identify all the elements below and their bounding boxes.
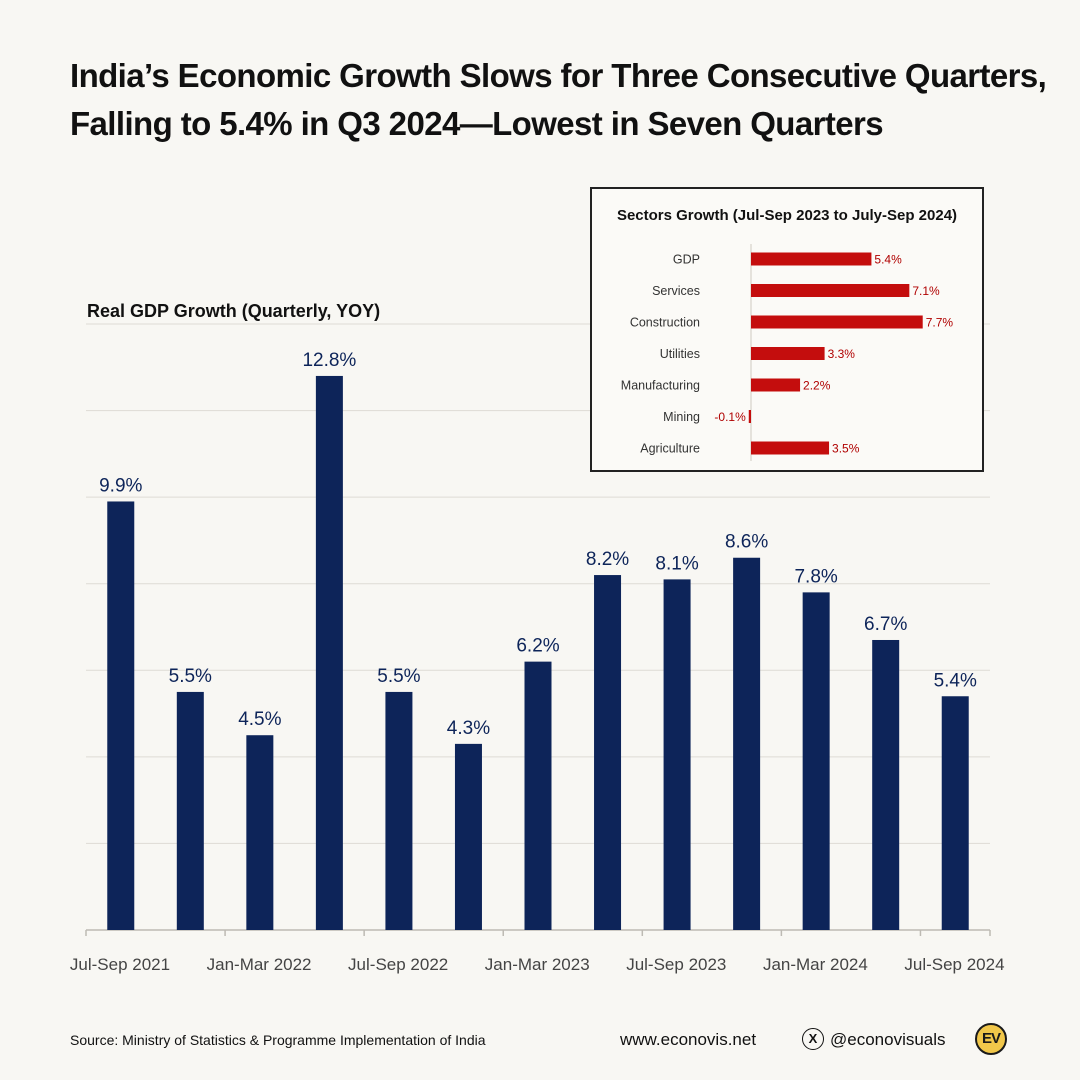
sectors-growth-inset: Sectors Growth (Jul-Sep 2023 to July-Sep… — [590, 187, 984, 472]
x-tick-label: Jan-Mar 2024 — [763, 955, 868, 974]
inset-category-label: Mining — [663, 410, 700, 424]
bar-jan-mar-2024 — [802, 592, 830, 930]
x-tick-label: Jul-Sep 2022 — [348, 955, 448, 974]
data-label: 6.2% — [516, 636, 559, 657]
source-note: Source: Ministry of Statistics & Program… — [70, 1032, 486, 1048]
econovis-logo-icon: EV — [975, 1023, 1007, 1055]
x-tick-label: Jul-Sep 2023 — [626, 955, 726, 974]
inset-bar-gdp — [751, 252, 872, 266]
inset-category-label: Utilities — [660, 347, 700, 361]
chart-subtitle: Real GDP Growth (Quarterly, YOY) — [87, 301, 380, 321]
inset-bar-construction — [751, 315, 923, 329]
data-label: 6.7% — [864, 614, 907, 635]
bar-apr-jun-2024 — [872, 639, 900, 930]
data-label: 8.1% — [655, 553, 698, 574]
data-label: 4.3% — [447, 718, 490, 739]
inset-bar-mining — [748, 410, 751, 423]
inset-title: Sectors Growth (Jul-Sep 2023 to July-Sep… — [616, 207, 958, 224]
website-link[interactable]: www.econovis.net — [620, 1030, 757, 1049]
bar-oct-dec-2023 — [733, 557, 761, 930]
x-tick-label: Jan-Mar 2023 — [485, 955, 590, 974]
social-handle[interactable]: @econovisuals — [830, 1030, 946, 1049]
sectors-growth-bar-chart: GDP 5.4% Services 7.1% Construction 7.7% Utili… — [621, 244, 954, 461]
bar-oct-dec-2021 — [176, 691, 204, 930]
inset-bar-agriculture — [751, 441, 830, 455]
data-label: 5.5% — [169, 666, 212, 687]
inset-category-label: GDP — [673, 253, 700, 267]
x-tick-label: Jul-Sep 2024 — [904, 955, 1004, 974]
x-tick-label: Jan-Mar 2022 — [207, 955, 312, 974]
data-label: 5.5% — [377, 666, 420, 687]
bar-apr-jun-2023 — [594, 575, 622, 930]
data-label: 4.5% — [238, 709, 281, 730]
chart-title-line-2: Falling to 5.4% in Q3 2024—Lowest in Sev… — [70, 105, 884, 142]
inset-category-label: Construction — [630, 316, 700, 330]
data-label: 9.9% — [99, 475, 142, 496]
bar-jul-sep-2024 — [941, 696, 969, 930]
data-label: 8.6% — [725, 532, 768, 553]
bar-jul-sep-2022 — [385, 691, 413, 930]
bar-jan-mar-2022 — [246, 735, 274, 930]
bar-jul-sep-2021 — [107, 501, 135, 930]
bar-jan-mar-2023 — [524, 661, 552, 930]
inset-category-label: Manufacturing — [621, 379, 700, 393]
x-logo-icon: X — [802, 1028, 824, 1050]
inset-bar-utilities — [751, 347, 825, 360]
chart-title-line-1: India’s Economic Growth Slows for Three … — [70, 57, 1047, 94]
inset-bar-manufacturing — [751, 378, 801, 392]
inset-data-label: 5.4% — [874, 253, 902, 267]
data-label: 12.8% — [302, 350, 356, 371]
inset-category-label: Services — [652, 284, 700, 298]
inset-data-label: 7.1% — [912, 284, 940, 298]
x-tick-label: Jul-Sep 2021 — [70, 955, 170, 974]
inset-bar-services — [751, 284, 910, 297]
data-label: 8.2% — [586, 549, 629, 570]
inset-data-label: 3.3% — [828, 347, 856, 361]
inset-data-label: 2.2% — [803, 379, 831, 393]
bar-oct-dec-2022 — [454, 743, 482, 930]
bar-apr-jun-2022 — [315, 375, 343, 930]
inset-data-label: 3.5% — [832, 442, 860, 456]
inset-category-label: Agriculture — [640, 442, 700, 456]
bar-jul-sep-2023 — [663, 579, 691, 930]
inset-data-label: -0.1% — [714, 410, 746, 424]
footer: Source: Ministry of Statistics & Program… — [70, 1023, 1010, 1055]
data-label: 5.4% — [934, 670, 977, 691]
chart-title: India’s Economic Growth Slows for Three … — [70, 52, 1047, 148]
inset-data-label: 7.7% — [926, 316, 954, 330]
data-label: 7.8% — [794, 566, 837, 587]
